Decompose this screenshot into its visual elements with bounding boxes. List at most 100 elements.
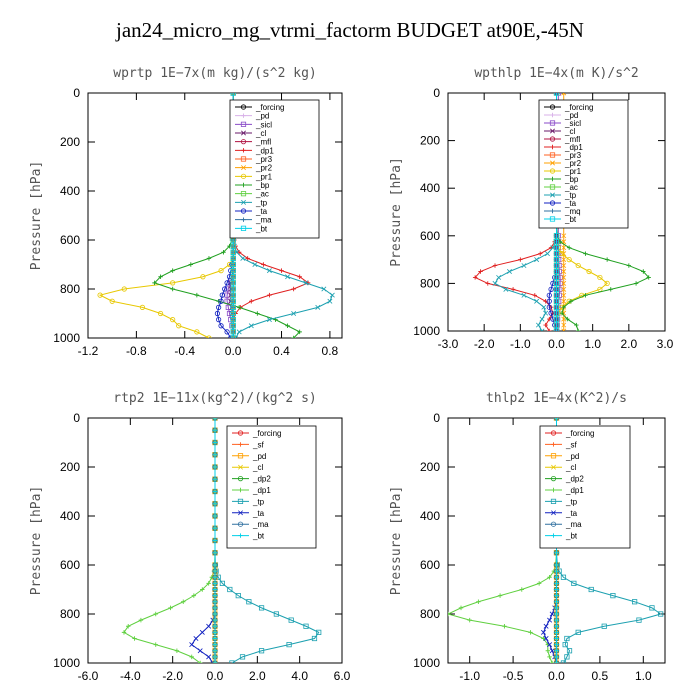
x-tick-label: 0.0 (548, 337, 565, 351)
legend-marker (549, 120, 556, 126)
data-point (534, 257, 540, 263)
data-point (218, 323, 224, 329)
legend-label: _dp1 (564, 143, 583, 152)
legend-marker (241, 165, 246, 171)
legend-label: _ma (565, 520, 582, 529)
data-point (291, 335, 296, 338)
y-tick-label: 400 (420, 181, 440, 195)
data-point (541, 636, 546, 641)
data-point (553, 268, 560, 275)
legend-label: _pd (564, 111, 578, 120)
data-point (553, 256, 560, 263)
legend-label: _tp (565, 497, 578, 506)
data-point (197, 660, 203, 663)
data-point (279, 268, 284, 273)
data-point (219, 292, 225, 298)
data-point (519, 587, 524, 592)
legend-label: _bt (564, 215, 577, 224)
data-point (632, 599, 638, 605)
legend-label: _ta (565, 509, 578, 518)
legend-marker (551, 487, 556, 493)
legend-marker (549, 168, 556, 174)
data-point (212, 562, 218, 568)
legend-marker (240, 104, 247, 110)
data-point (311, 635, 318, 642)
data-point (541, 304, 547, 310)
data-point (212, 605, 218, 611)
data-point (553, 310, 560, 316)
data-point (560, 574, 567, 580)
data-point (199, 629, 205, 635)
data-point (546, 298, 552, 304)
data-point (297, 274, 302, 279)
data-point (540, 629, 546, 635)
series-line (191, 418, 216, 663)
data-point (230, 280, 236, 286)
data-point (230, 286, 236, 292)
y-tick-label: 600 (420, 229, 440, 243)
data-point (121, 286, 127, 292)
data-point (633, 281, 639, 286)
data-point (546, 292, 552, 298)
data-point (554, 581, 559, 586)
data-point (227, 586, 233, 593)
legend-marker (550, 192, 555, 198)
data-point (214, 310, 221, 317)
series-line (98, 93, 234, 338)
x-tick-label: 0.4 (273, 344, 290, 358)
data-point (176, 323, 182, 329)
legend-label: _forcing (255, 103, 284, 112)
data-point (218, 298, 224, 304)
data-point (546, 304, 552, 310)
data-point (496, 274, 502, 280)
legend-label: _forcing (564, 103, 593, 112)
x-tick-label: -0.8 (126, 344, 147, 358)
data-point (553, 322, 560, 328)
data-point (658, 611, 664, 617)
data-point (132, 636, 137, 641)
data-point (206, 654, 212, 660)
y-tick-label: 400 (60, 509, 80, 523)
data-point (554, 660, 559, 663)
data-point (212, 642, 218, 647)
data-point (549, 648, 555, 654)
data-point (174, 648, 180, 653)
data-point (543, 623, 549, 629)
data-point (565, 316, 570, 322)
x-tick-label: 0.0 (548, 669, 565, 683)
series-bt (212, 418, 218, 663)
data-point (230, 249, 236, 255)
x-tick-label: 0.0 (225, 344, 242, 358)
data-point (188, 262, 194, 267)
data-point (240, 255, 246, 261)
data-point (157, 310, 164, 317)
legend-label: _mfl (564, 135, 580, 144)
data-point (121, 630, 127, 635)
data-point (536, 581, 542, 586)
data-point (194, 329, 200, 335)
legend-marker (240, 191, 247, 197)
legend-box (539, 425, 631, 549)
data-point (554, 630, 559, 635)
data-point (327, 298, 333, 304)
x-tick-label: 0.5 (592, 669, 609, 683)
legend: _forcing _sf _pd _cl _dp2 _dp1 _tp _ta _ma _bt (539, 425, 631, 549)
data-point (554, 642, 559, 647)
data-point (316, 629, 322, 635)
data-point (502, 624, 507, 629)
data-point (189, 642, 195, 648)
legend-label: _pr1 (255, 172, 273, 181)
data-point (610, 593, 616, 599)
data-point (554, 636, 559, 641)
data-point (193, 636, 199, 641)
legend-label: _dp1 (252, 486, 271, 495)
x-tick-label: -1.0 (510, 337, 531, 351)
data-point (649, 605, 655, 611)
x-tick-label: 0.8 (322, 344, 339, 358)
chart-panel-1: wprtp 1E−7x(m kg)/(s^2 kg) Pressure [hPa]… (29, 66, 343, 358)
data-point (267, 292, 272, 298)
legend-label: _tp (252, 497, 265, 506)
data-point (553, 280, 560, 287)
y-tick-label: 400 (420, 509, 440, 523)
data-point (553, 286, 560, 292)
